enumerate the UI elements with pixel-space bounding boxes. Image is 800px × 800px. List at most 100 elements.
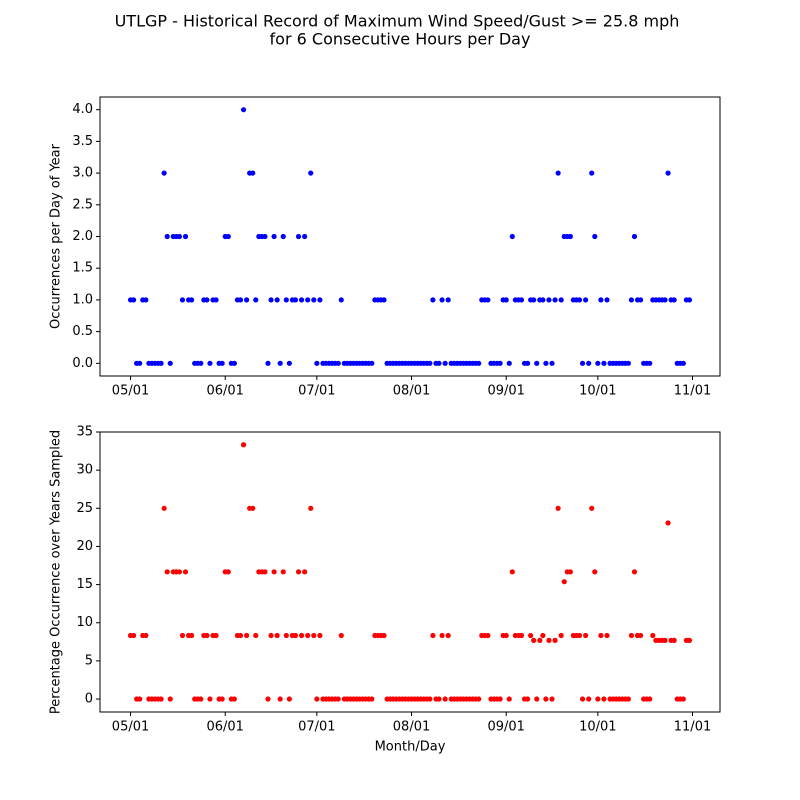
data-point — [445, 632, 451, 639]
x-tick-label: 06/01 — [206, 384, 243, 399]
data-point — [576, 297, 583, 303]
data-point — [628, 632, 635, 639]
data-point — [302, 569, 308, 575]
data-point — [549, 696, 555, 702]
y-tick-label: 2.0 — [72, 229, 93, 244]
y-tick-label: 5 — [85, 653, 93, 668]
data-point — [244, 297, 250, 303]
plot-frame — [99, 96, 721, 377]
data-point — [283, 632, 289, 639]
data-point — [311, 632, 317, 639]
data-point — [179, 632, 186, 639]
data-point — [231, 360, 237, 366]
data-point — [509, 569, 515, 575]
data-point — [338, 632, 344, 639]
data-point — [442, 696, 448, 702]
data-point — [237, 632, 244, 639]
data-point — [137, 696, 143, 702]
data-point — [265, 696, 271, 702]
data-point — [561, 579, 567, 585]
data-point — [314, 696, 320, 702]
y-tick-label: 0.0 — [72, 356, 93, 371]
data-point — [292, 297, 299, 303]
data-point — [558, 297, 564, 303]
data-point — [158, 360, 164, 366]
data-point — [143, 297, 149, 303]
y-tick-label: 20 — [76, 539, 93, 554]
data-point — [439, 632, 445, 639]
data-point — [280, 233, 286, 240]
x-tick-label: 11/01 — [674, 720, 711, 735]
data-point — [680, 696, 686, 702]
data-point — [286, 360, 292, 366]
y-tick-label: 4.0 — [72, 102, 93, 117]
data-point — [503, 632, 509, 639]
data-point — [445, 297, 451, 303]
data-point — [274, 632, 280, 639]
data-point — [583, 632, 589, 639]
data-point — [497, 696, 503, 702]
data-point — [292, 632, 299, 639]
data-point — [671, 637, 677, 643]
data-point — [182, 569, 189, 575]
data-point — [576, 632, 583, 639]
data-point — [631, 233, 638, 240]
data-point — [198, 696, 204, 702]
x-tick-label: 09/01 — [487, 720, 524, 735]
x-tick-label: 10/01 — [579, 720, 616, 735]
data-point — [308, 170, 314, 176]
data-point — [277, 360, 283, 366]
data-point — [308, 505, 314, 511]
data-point — [204, 297, 210, 303]
data-point — [237, 297, 244, 303]
data-point — [579, 360, 586, 366]
data-point — [665, 170, 671, 176]
y-tick-label: 10 — [76, 615, 93, 630]
data-point — [601, 696, 607, 702]
data-point — [476, 360, 482, 366]
data-point — [589, 505, 595, 511]
data-point — [130, 632, 137, 639]
x-tick-label: 07/01 — [298, 384, 335, 399]
data-point — [436, 360, 442, 366]
data-point — [164, 233, 170, 240]
data-point — [430, 297, 436, 303]
y-tick-label: 0 — [85, 692, 93, 707]
plot-frame — [99, 431, 721, 713]
data-point — [283, 297, 289, 303]
x-tick-label: 08/01 — [393, 720, 430, 735]
x-tick-label: 07/01 — [298, 720, 335, 735]
data-point — [598, 632, 604, 639]
data-point — [518, 632, 525, 639]
data-point — [213, 297, 219, 303]
data-point — [631, 569, 638, 575]
data-point — [317, 297, 323, 303]
data-point — [579, 696, 586, 702]
y-tick-label: 35 — [76, 425, 93, 440]
y-tick-label: 3.0 — [72, 166, 93, 181]
data-point — [305, 297, 311, 303]
data-point — [583, 297, 589, 303]
data-point — [543, 360, 549, 366]
title-line: UTLGP - Historical Record of Maximum Win… — [115, 12, 680, 31]
data-point — [671, 297, 677, 303]
data-point — [558, 632, 564, 639]
data-point — [567, 569, 573, 575]
data-point — [262, 569, 268, 575]
data-point — [253, 632, 259, 639]
data-point — [189, 632, 195, 639]
data-point — [427, 360, 433, 366]
data-point — [531, 637, 537, 643]
data-point — [662, 637, 668, 643]
data-point — [595, 696, 601, 702]
data-point — [207, 360, 213, 366]
data-point — [552, 637, 558, 643]
data-point — [225, 569, 231, 575]
data-point — [277, 696, 283, 702]
data-point — [158, 696, 164, 702]
data-point — [637, 632, 644, 639]
data-point — [295, 569, 302, 575]
data-point — [198, 360, 204, 366]
data-point — [250, 505, 256, 511]
